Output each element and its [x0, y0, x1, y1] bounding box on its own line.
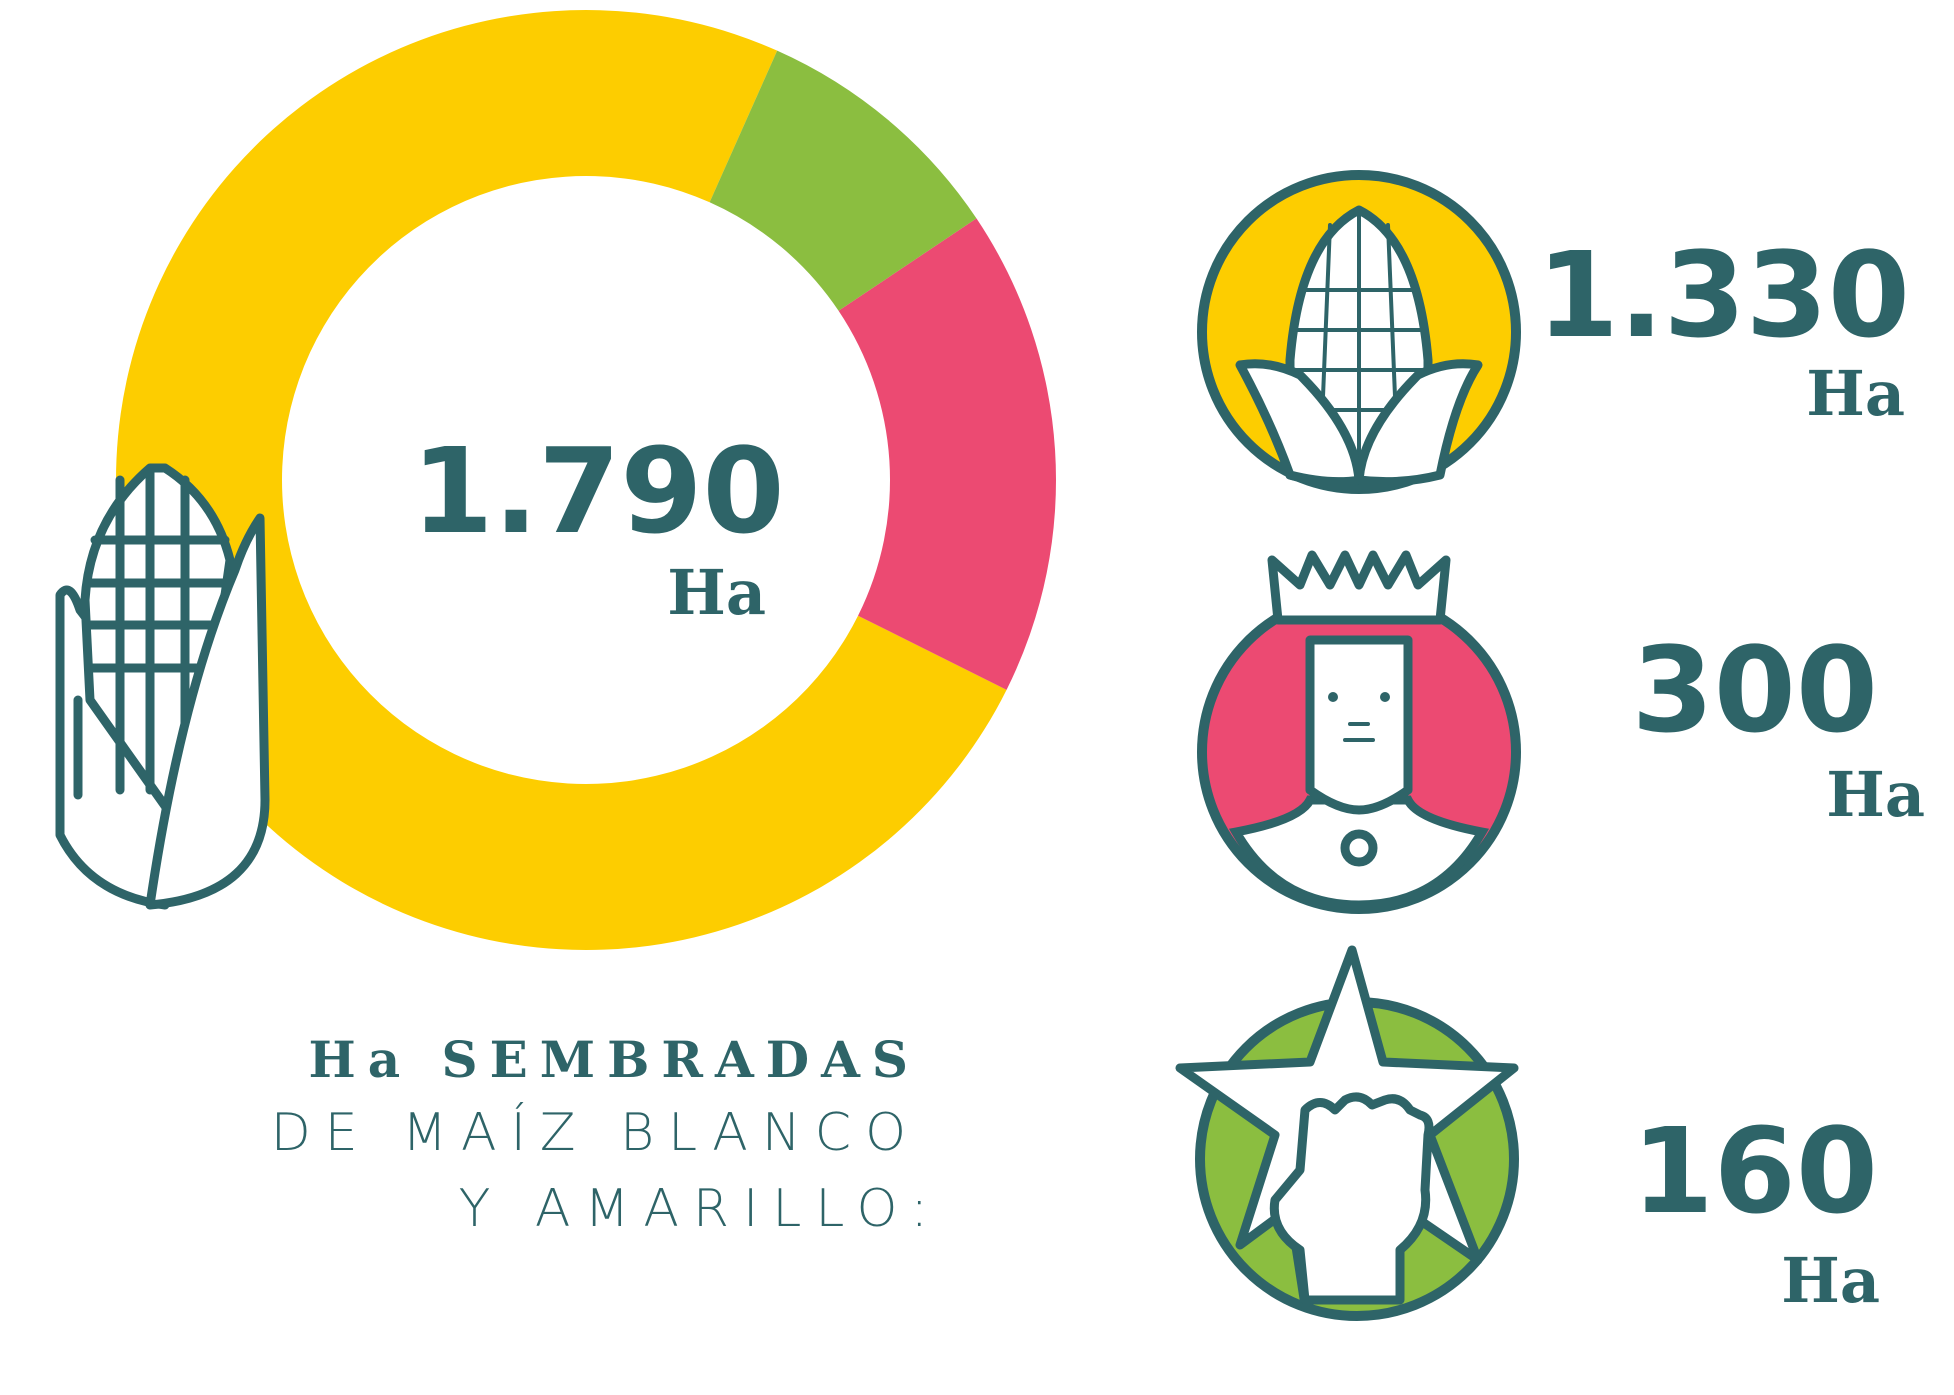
- title: Ha SEMBRADAS: [309, 1030, 920, 1089]
- value-unit: Ha: [1826, 758, 1925, 831]
- donut: [115, 9, 1056, 950]
- value-label: 1.330: [1537, 226, 1910, 364]
- subtitle-line: Y AMARILLO:: [459, 1179, 942, 1239]
- donut-segment: [709, 50, 977, 311]
- total-label: 1.790: [411, 422, 784, 560]
- value-label: 300: [1632, 621, 1878, 759]
- total-unit: Ha: [667, 556, 766, 629]
- donut-segment: [838, 218, 1056, 690]
- value-unit: Ha: [1781, 1244, 1880, 1317]
- value-label: 160: [1632, 1102, 1878, 1240]
- fist-circle-icon: [1175, 945, 1519, 1321]
- subtitle-line: DE MAÍZ BLANCO: [271, 1102, 920, 1163]
- value-unit: Ha: [1806, 357, 1905, 430]
- person-circle-icon: [1197, 550, 1521, 914]
- corn-icon: [55, 463, 270, 910]
- donut-segment: [115, 9, 1007, 950]
- corn-circle-icon: [1197, 170, 1521, 494]
